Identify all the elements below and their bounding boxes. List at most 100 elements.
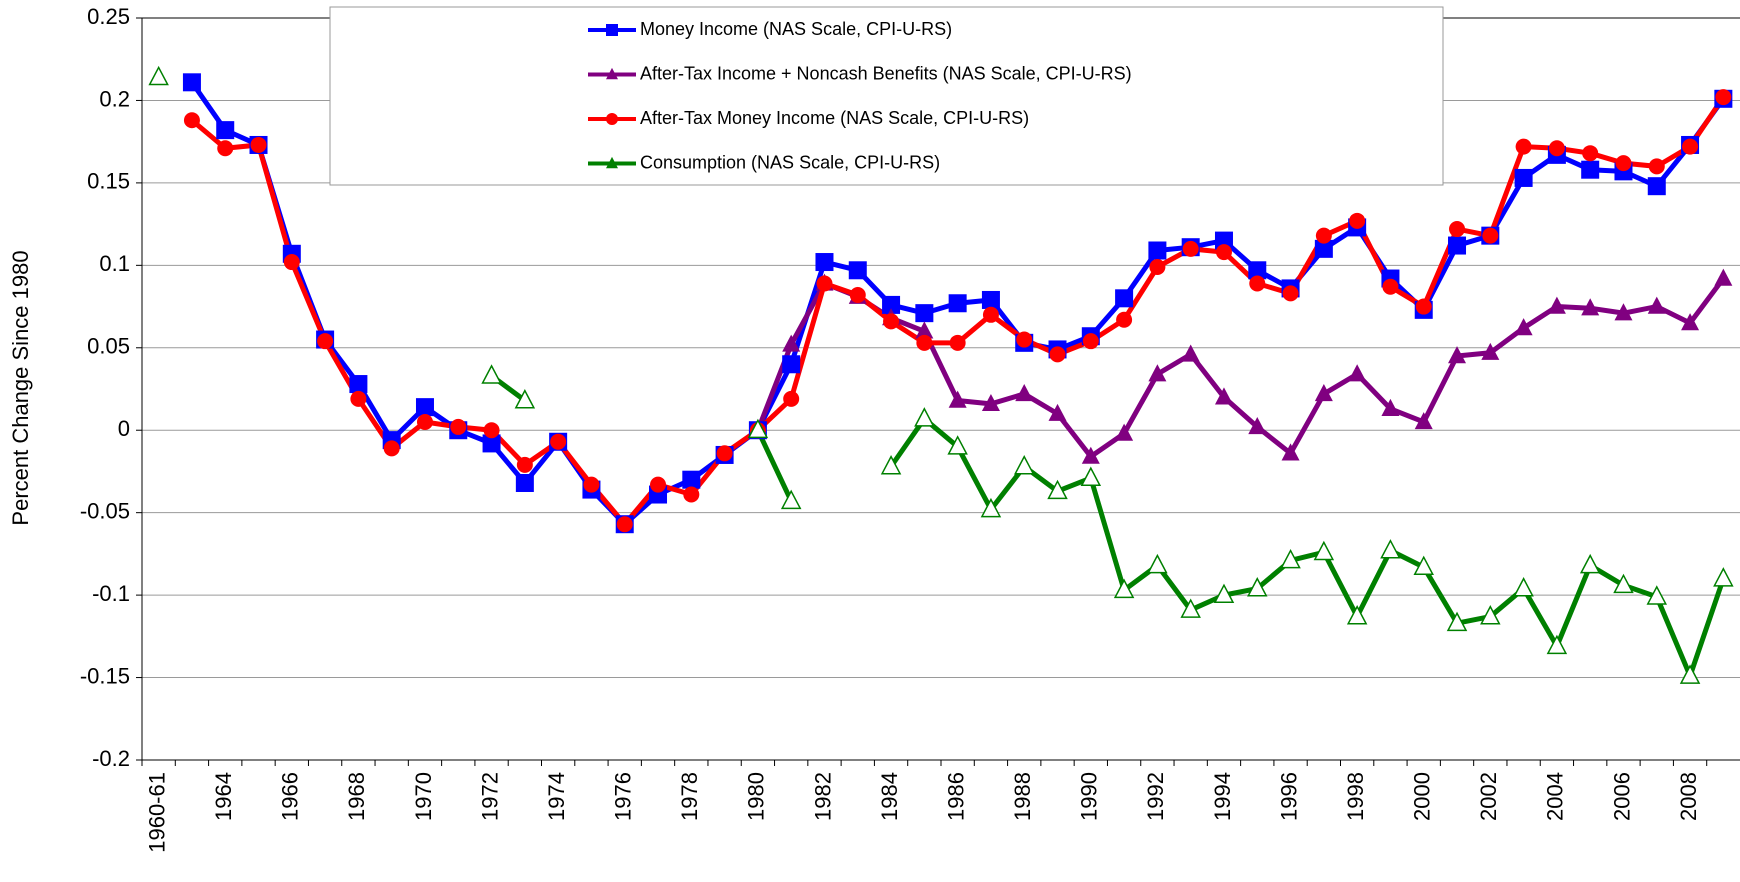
x-tick-label: 2004 xyxy=(1543,772,1568,821)
marker xyxy=(981,393,1000,412)
marker xyxy=(415,398,434,417)
marker xyxy=(216,121,235,140)
marker xyxy=(1614,303,1633,321)
x-tick-label: 1980 xyxy=(744,772,769,821)
marker xyxy=(1181,344,1200,362)
marker xyxy=(1448,346,1467,364)
marker xyxy=(1615,155,1632,172)
marker xyxy=(516,456,533,473)
marker xyxy=(1679,664,1701,684)
marker xyxy=(747,418,769,439)
x-tick-label: 1998 xyxy=(1343,772,1368,821)
marker xyxy=(1414,412,1433,430)
marker xyxy=(416,413,433,430)
marker xyxy=(1214,231,1233,250)
marker xyxy=(815,253,834,272)
marker xyxy=(1480,605,1501,625)
marker xyxy=(482,434,501,453)
x-tick-label: 1982 xyxy=(810,772,835,821)
marker xyxy=(948,294,967,313)
marker xyxy=(1582,145,1599,162)
y-tick-label: 0.1 xyxy=(99,251,130,276)
marker xyxy=(1449,221,1466,238)
y-tick-label: -0.15 xyxy=(80,663,130,688)
marker xyxy=(1548,140,1565,157)
marker xyxy=(606,113,618,125)
x-tick-label: 1978 xyxy=(677,772,702,821)
marker xyxy=(1646,585,1668,605)
marker xyxy=(1015,384,1034,402)
y-tick-label: 0.25 xyxy=(87,4,130,29)
marker xyxy=(1282,285,1299,302)
marker xyxy=(1581,160,1600,179)
marker xyxy=(1613,573,1634,594)
y-tick-label: 0.15 xyxy=(87,169,130,194)
marker xyxy=(1213,583,1235,604)
marker xyxy=(1647,296,1666,314)
x-tick-label: 1988 xyxy=(1010,772,1035,821)
marker xyxy=(782,355,801,374)
marker xyxy=(914,407,935,427)
marker xyxy=(883,313,900,330)
marker xyxy=(948,390,967,408)
y-tick-label: 0.05 xyxy=(87,334,130,359)
marker xyxy=(1348,364,1367,382)
marker xyxy=(1514,168,1533,187)
marker xyxy=(682,470,701,489)
marker xyxy=(1113,578,1135,599)
marker xyxy=(949,334,966,351)
marker xyxy=(1214,387,1233,405)
x-tick-label: 1986 xyxy=(943,772,968,821)
marker xyxy=(780,489,802,510)
y-tick-label: 0.2 xyxy=(99,86,130,111)
marker xyxy=(1581,298,1600,316)
marker xyxy=(1715,89,1732,106)
legend-label: After-Tax Money Income (NAS Scale, CPI-U… xyxy=(640,108,1029,128)
marker xyxy=(882,295,901,314)
marker xyxy=(1248,261,1267,280)
marker xyxy=(916,334,933,351)
marker xyxy=(915,304,934,323)
x-tick-label: 2000 xyxy=(1410,772,1435,821)
marker xyxy=(1048,403,1067,421)
y-tick-label: 0 xyxy=(118,416,130,441)
marker xyxy=(1514,318,1533,336)
marker xyxy=(383,440,400,457)
marker xyxy=(1547,296,1566,314)
marker xyxy=(1346,605,1368,625)
x-tick-label: 1970 xyxy=(411,772,436,821)
legend-box xyxy=(329,6,1444,186)
x-tick-label: 2008 xyxy=(1676,772,1701,821)
x-tick-label: 1996 xyxy=(1276,772,1301,821)
marker xyxy=(1116,311,1133,328)
marker xyxy=(1081,446,1100,464)
marker xyxy=(1249,275,1266,292)
marker xyxy=(1280,548,1301,569)
marker xyxy=(848,261,867,280)
y-tick-label: -0.05 xyxy=(80,498,130,523)
marker xyxy=(1281,443,1300,461)
marker xyxy=(606,156,618,169)
marker xyxy=(1315,227,1332,244)
marker xyxy=(317,333,334,350)
marker xyxy=(583,476,600,493)
marker xyxy=(1047,479,1068,500)
legend-label: After-Tax Income + Noncash Benefits (NAS… xyxy=(640,63,1132,83)
x-tick-label: 1984 xyxy=(877,772,902,821)
x-tick-label: 1960-61 xyxy=(144,772,169,853)
marker xyxy=(450,418,467,435)
marker xyxy=(1313,540,1335,561)
marker xyxy=(1147,553,1168,574)
marker xyxy=(782,334,801,352)
x-tick-label: 1990 xyxy=(1077,772,1102,821)
marker xyxy=(1013,454,1035,475)
marker xyxy=(514,389,536,409)
marker xyxy=(1148,241,1167,260)
marker xyxy=(1016,331,1033,348)
marker xyxy=(1515,138,1532,155)
marker xyxy=(816,275,833,292)
marker xyxy=(1546,634,1568,655)
marker xyxy=(980,497,1002,518)
marker xyxy=(1381,398,1400,416)
